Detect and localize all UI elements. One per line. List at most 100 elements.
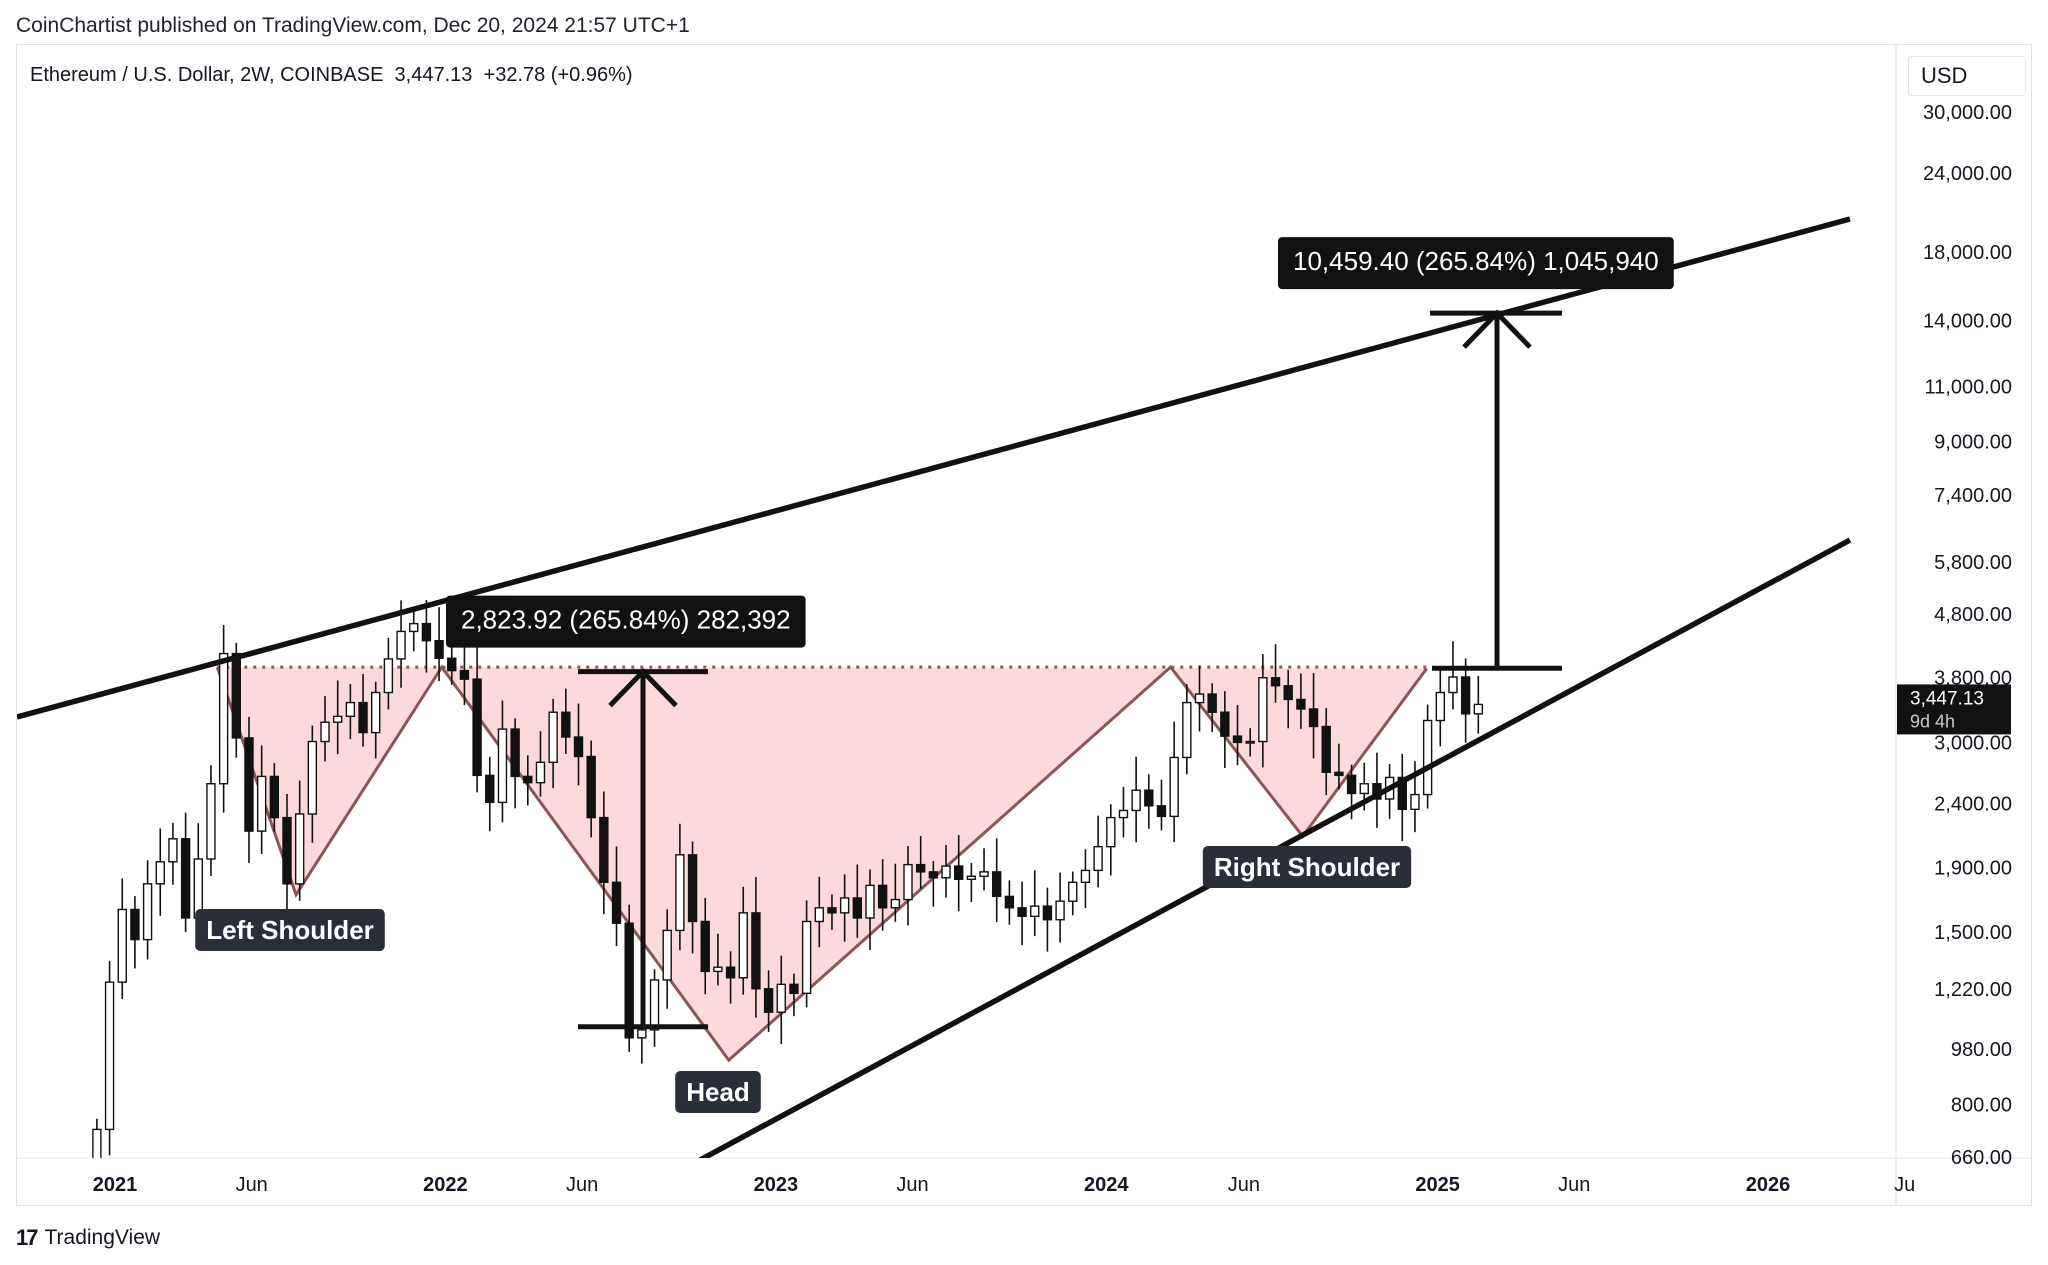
candle-body: [1448, 676, 1458, 694]
candle: [307, 725, 318, 843]
head-label: Head: [675, 1071, 761, 1113]
candle: [1106, 804, 1116, 876]
price-tick-label: 1,500.00: [1934, 922, 2012, 944]
price-tick-label: 5,800.00: [1934, 552, 2012, 574]
candle: [1017, 881, 1027, 946]
candle: [725, 951, 736, 1004]
candle-body: [1106, 816, 1116, 848]
candle: [1194, 665, 1205, 732]
candle: [801, 900, 812, 1008]
candle-body: [1308, 708, 1319, 728]
left-shoulder-label: Left Shoulder: [195, 909, 385, 951]
candle: [1460, 658, 1471, 743]
candle: [839, 874, 850, 942]
candle: [915, 836, 926, 889]
candle: [447, 642, 457, 685]
candle-body: [776, 983, 786, 1013]
candle-body: [941, 865, 951, 879]
candle: [1397, 753, 1407, 842]
candle-body: [1055, 900, 1065, 921]
candle-body: [586, 755, 596, 819]
candle-body: [421, 622, 432, 642]
candle-body: [1321, 725, 1331, 774]
candle: [675, 823, 685, 951]
candle: [1131, 756, 1141, 843]
candle: [700, 897, 710, 995]
candle: [269, 763, 280, 832]
candle-body: [218, 652, 229, 785]
price-tick-label: 3,800.00: [1934, 668, 2012, 690]
candle: [1283, 669, 1293, 729]
candle-body: [738, 912, 748, 979]
candle: [1068, 871, 1078, 916]
price-tick-label: 2,400.00: [1934, 794, 2012, 816]
measure-tool-1: 2,823.92 (265.84%) 282,392: [446, 595, 806, 1030]
candle: [953, 835, 964, 912]
candle: [294, 780, 305, 901]
candle-body: [814, 907, 824, 923]
candle-body: [725, 966, 736, 979]
candle-body: [751, 912, 761, 990]
candle: [713, 933, 723, 986]
candle-body: [1169, 756, 1179, 818]
candle: [814, 876, 824, 948]
candle: [1004, 880, 1015, 925]
candle-body: [687, 854, 698, 923]
candle: [371, 681, 381, 759]
candle: [130, 896, 140, 969]
measure-tools: 2,823.92 (265.84%) 282,392 10,459.40 (265…: [446, 237, 1674, 1030]
candle-body: [130, 908, 140, 941]
head-label-text: Head: [686, 1077, 750, 1107]
candle: [1144, 774, 1154, 829]
candle-body: [1182, 701, 1192, 759]
measure-label-box: [1278, 237, 1674, 290]
candle: [852, 864, 863, 938]
candle-body: [244, 737, 254, 832]
candle-body: [409, 622, 419, 633]
right-shoulder-label-text: Right Shoulder: [1214, 852, 1400, 882]
candle-body: [548, 711, 558, 764]
candle-body: [497, 728, 508, 804]
tradingview-brand-text: TradingView: [44, 1226, 161, 1249]
candle: [1245, 728, 1255, 757]
left-shoulder-label-text: Left Shoulder: [206, 915, 374, 945]
candle-body: [472, 678, 482, 777]
candle-body: [1232, 735, 1243, 744]
candle-body: [1156, 805, 1167, 818]
candle-body: [1194, 693, 1205, 704]
candle: [459, 644, 470, 705]
currency-selector-button[interactable]: USD: [1908, 56, 2026, 96]
candle: [104, 961, 115, 1156]
candle: [320, 696, 330, 762]
candle-body: [1080, 869, 1091, 884]
last-price-value: 3,447.13: [1910, 688, 1984, 709]
candle: [1270, 644, 1281, 703]
candle-body: [1093, 845, 1103, 872]
candle-body: [1270, 677, 1281, 687]
candle: [1372, 752, 1382, 828]
candle-body: [1435, 691, 1445, 722]
time-tick-label: Jun: [896, 1174, 928, 1196]
candle-body: [561, 711, 571, 738]
candlestick-series: [92, 600, 1484, 1158]
candle-body: [1030, 905, 1040, 917]
candle-body: [903, 863, 913, 901]
candle: [1334, 743, 1344, 790]
candle-body: [763, 988, 774, 1013]
candle: [599, 791, 609, 915]
candle-body: [155, 861, 165, 885]
candle-body: [358, 701, 368, 734]
candle-body: [573, 736, 584, 758]
candle-body: [700, 920, 710, 973]
candle-body: [1220, 711, 1230, 737]
candle-body: [1207, 693, 1217, 713]
candle-body: [1334, 771, 1344, 777]
candle: [611, 846, 622, 947]
candle: [472, 643, 482, 793]
candle-body: [877, 884, 888, 909]
candle-body: [92, 1128, 102, 1158]
candle-body: [523, 775, 533, 784]
candle: [1422, 704, 1433, 809]
